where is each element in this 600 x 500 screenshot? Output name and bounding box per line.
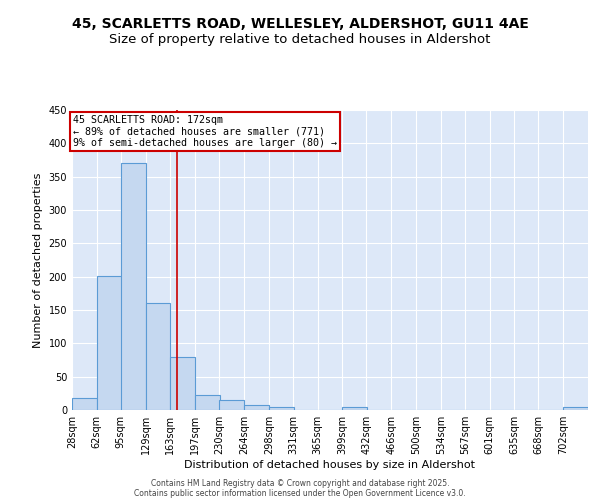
Bar — [244, 406, 269, 410]
Bar — [170, 356, 195, 410]
Bar — [97, 276, 122, 410]
Text: 45, SCARLETTS ROAD, WELLESLEY, ALDERSHOT, GU11 4AE: 45, SCARLETTS ROAD, WELLESLEY, ALDERSHOT… — [71, 18, 529, 32]
Text: Contains HM Land Registry data © Crown copyright and database right 2025.: Contains HM Land Registry data © Crown c… — [151, 478, 449, 488]
Bar — [121, 164, 146, 410]
Bar — [146, 304, 170, 410]
Text: Contains public sector information licensed under the Open Government Licence v3: Contains public sector information licen… — [134, 488, 466, 498]
Bar — [195, 396, 220, 410]
Y-axis label: Number of detached properties: Number of detached properties — [33, 172, 43, 348]
Bar — [563, 408, 588, 410]
Text: 45 SCARLETTS ROAD: 172sqm
← 89% of detached houses are smaller (771)
9% of semi-: 45 SCARLETTS ROAD: 172sqm ← 89% of detac… — [73, 114, 337, 148]
Bar — [219, 400, 244, 410]
Text: Size of property relative to detached houses in Aldershot: Size of property relative to detached ho… — [109, 32, 491, 46]
Bar — [269, 408, 293, 410]
Bar — [72, 398, 97, 410]
X-axis label: Distribution of detached houses by size in Aldershot: Distribution of detached houses by size … — [185, 460, 476, 470]
Bar — [343, 406, 367, 410]
